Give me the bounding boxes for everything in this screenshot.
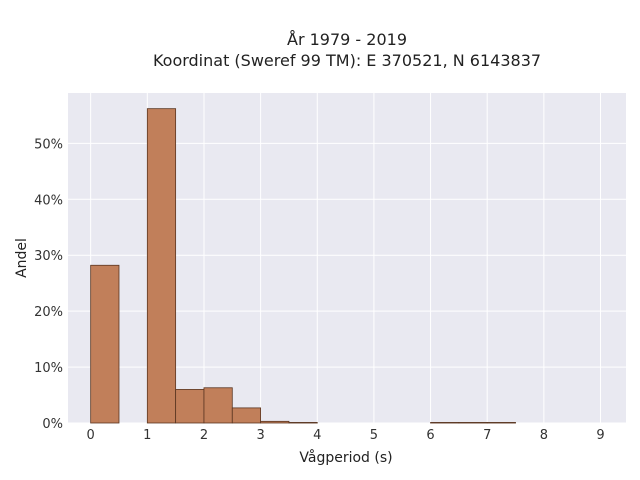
histogram-bar <box>486 422 516 424</box>
x-tick-label: 4 <box>313 428 321 443</box>
x-tick-label: 9 <box>596 428 604 443</box>
x-tick-label: 5 <box>370 428 378 443</box>
histogram-bar <box>231 407 262 424</box>
y-tick-label: 20% <box>34 305 63 320</box>
x-tick-label: 8 <box>540 428 548 443</box>
x-tick-label: 7 <box>483 428 491 443</box>
histogram-bar <box>175 389 205 424</box>
histogram-bar <box>260 420 290 424</box>
histogram-bar <box>146 108 177 424</box>
x-axis-label: Vågperiod (s) <box>299 449 392 466</box>
y-tick-label: 30% <box>34 249 63 264</box>
y-tick-label: 40% <box>34 193 63 208</box>
x-tick-label: 0 <box>87 428 95 443</box>
x-tick-label: 2 <box>200 428 208 443</box>
y-tick-label: 50% <box>34 137 63 152</box>
chart-title: År 1979 - 2019 <box>287 30 407 49</box>
y-axis-label: Andel <box>14 238 30 278</box>
x-tick-label: 3 <box>256 428 264 443</box>
bars-group <box>90 108 516 424</box>
x-tick-label: 6 <box>426 428 434 443</box>
y-tick-labels: 0% 10% 20% 30% 40% 50% <box>34 137 63 432</box>
histogram-bar <box>430 422 460 424</box>
histogram-bar <box>288 422 318 424</box>
x-tick-label: 1 <box>143 428 151 443</box>
x-tick-labels: 0 1 2 3 4 5 6 7 8 9 <box>87 428 605 443</box>
histogram-bar <box>203 387 233 424</box>
histogram-bar <box>458 422 488 424</box>
y-tick-label: 0% <box>42 417 63 432</box>
chart-subtitle: Koordinat (Sweref 99 TM): E 370521, N 61… <box>153 51 541 70</box>
histogram-bar <box>90 264 120 424</box>
y-tick-label: 10% <box>34 361 63 376</box>
